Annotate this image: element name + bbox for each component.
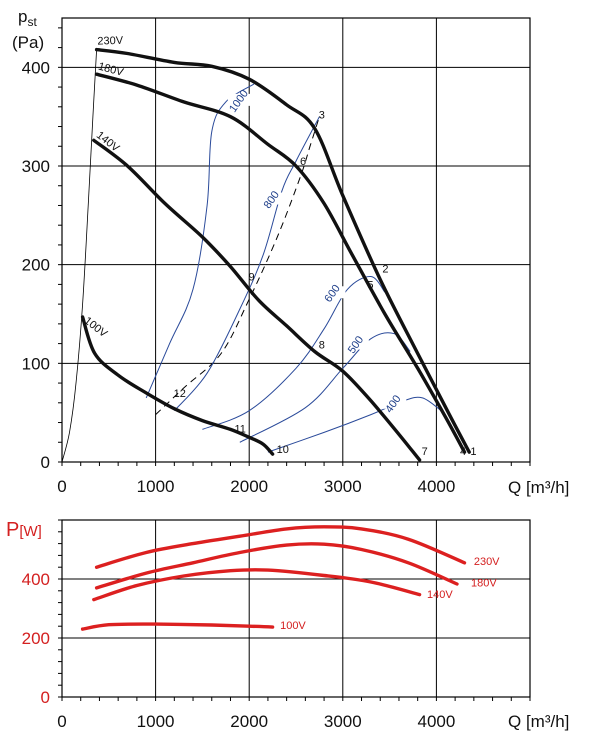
- operating-point-label: 11: [234, 423, 245, 435]
- iso-label-bg: [227, 93, 252, 106]
- iso-line: [202, 275, 386, 430]
- system-curve: [61, 49, 97, 463]
- operating-point-label: 2: [382, 264, 388, 276]
- curve-label: 100V: [280, 620, 306, 632]
- power-curve-140v: [92, 568, 422, 602]
- x-tick-label: 1000: [137, 477, 175, 496]
- y-axis-label-main: p: [18, 7, 27, 26]
- operating-point-label: 10: [277, 444, 289, 456]
- y-axis-label: pst: [18, 7, 37, 29]
- operating-point-label: 5: [367, 279, 373, 291]
- y-tick-label: 400: [22, 570, 50, 589]
- iso-label-bg: [260, 192, 285, 205]
- curve-label: 230V: [474, 556, 500, 568]
- curve-label: 230V: [97, 35, 124, 48]
- x-tick-label: 3000: [324, 712, 362, 731]
- y-tick-label: 200: [22, 629, 50, 648]
- y-tick-label: 0: [41, 688, 50, 707]
- iso-line: [239, 332, 411, 443]
- operating-point-label: 7: [422, 446, 428, 458]
- iso-label-bg: [321, 286, 346, 299]
- operating-point-label: 6: [300, 156, 306, 168]
- x-tick-label: 3000: [324, 477, 362, 496]
- x-axis-label: Q [m³/h]: [508, 712, 569, 731]
- operating-point-label: 4: [460, 446, 466, 458]
- x-tick-label: 4000: [417, 712, 455, 731]
- y-axis-label-unit: [W]: [19, 523, 42, 540]
- system-curve-dashed: [155, 116, 320, 415]
- operating-point-label: 12: [174, 388, 186, 400]
- y-tick-label: 300: [22, 157, 50, 176]
- x-tick-label: 2000: [230, 712, 268, 731]
- y-tick-label: 200: [22, 256, 50, 275]
- iso-line-label: 800: [262, 189, 282, 211]
- power-curve-100v: [80, 622, 275, 631]
- iso-line: [145, 83, 255, 399]
- fan-curve-140v: [92, 138, 422, 462]
- x-tick-label: 1000: [137, 712, 175, 731]
- fan-curve-180v: [94, 72, 467, 454]
- y-axis-label: P[W]: [6, 519, 42, 541]
- plot-frame: [61, 17, 531, 463]
- x-tick-label: 0: [57, 477, 66, 496]
- y-tick-label: 0: [41, 453, 50, 472]
- y-tick-label: 100: [22, 354, 50, 373]
- iso-label-bg: [344, 337, 369, 350]
- operating-point-label: 9: [249, 271, 255, 283]
- y-axis-label-main: P: [6, 519, 19, 541]
- operating-point-label: 1: [470, 446, 476, 458]
- y-axis-unit: (Pa): [12, 33, 44, 52]
- x-tick-label: 0: [57, 712, 66, 731]
- iso-line: [267, 396, 442, 453]
- y-tick-label: 400: [22, 58, 50, 77]
- x-tick-label: 4000: [417, 477, 455, 496]
- power-curve-230v: [94, 525, 467, 569]
- x-tick-label: 2000: [230, 477, 268, 496]
- iso-line-label: 400: [383, 393, 403, 415]
- iso-line: [173, 116, 320, 412]
- fan-curve-100v: [80, 315, 275, 456]
- x-axis-label: Q [m³/h]: [508, 478, 569, 497]
- curve-label: 140V: [427, 589, 453, 601]
- fan-curve-230v: [94, 47, 471, 454]
- iso-label-bg: [382, 396, 407, 409]
- plot-frame: [61, 519, 531, 698]
- power-curve-180v: [94, 542, 459, 590]
- operating-point-label: 8: [319, 340, 325, 352]
- y-axis-label-sub: st: [27, 15, 37, 29]
- operating-point-label: 3: [319, 110, 325, 122]
- curve-label: 180V: [471, 577, 497, 589]
- iso-line-label: 500: [346, 334, 366, 356]
